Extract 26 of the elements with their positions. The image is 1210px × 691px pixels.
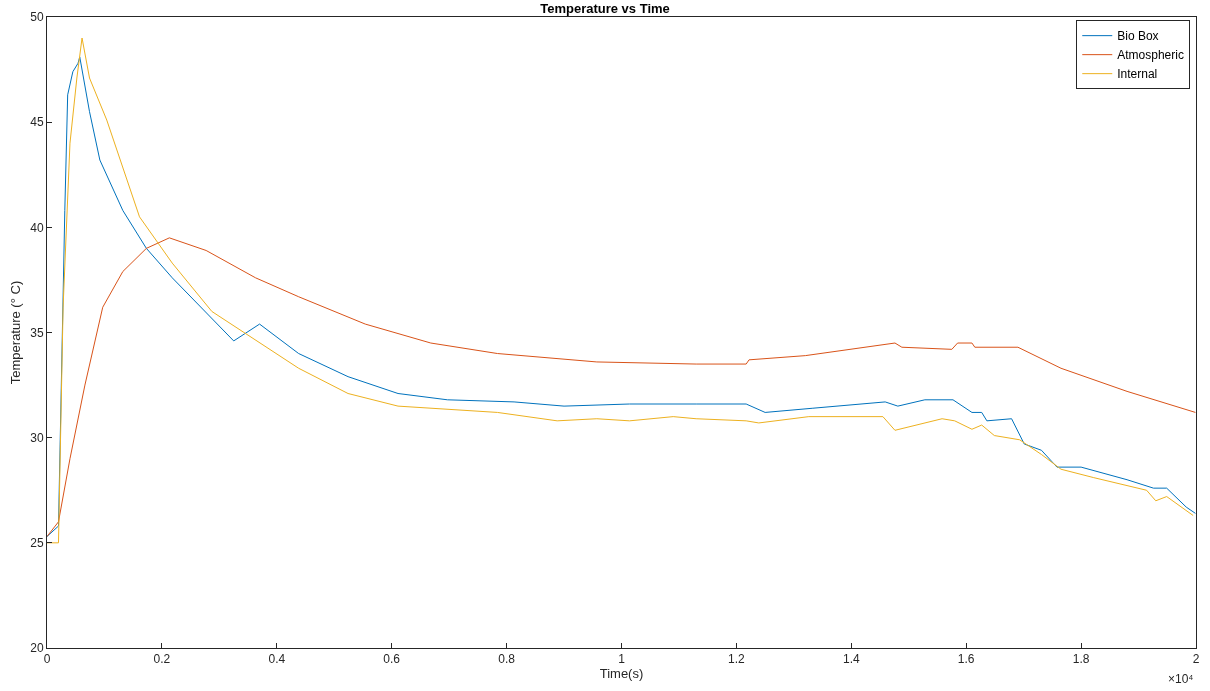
y-axis-title: Temperature (° C)	[8, 280, 24, 385]
x-tick-label: 0.4	[268, 652, 286, 667]
legend-label: Atmospheric	[1117, 48, 1184, 63]
x-tick-label: 0	[43, 652, 51, 667]
y-tick-label: 50	[30, 10, 44, 25]
y-tick-label: 30	[30, 430, 44, 445]
chart-title: Temperature vs Time	[540, 0, 670, 16]
x-axis-title: Time(s)	[599, 666, 644, 682]
x-tick-label: 1.6	[957, 652, 975, 667]
x-tick-label: 1.2	[728, 652, 746, 667]
x-tick-label: 2	[1192, 652, 1200, 667]
y-tick-label: 25	[30, 536, 44, 551]
line-series	[47, 237, 1196, 538]
x-tick-label: 0.8	[498, 652, 516, 667]
x-tick-label: 1.4	[842, 652, 860, 667]
legend-label: Bio Box	[1117, 29, 1159, 44]
x-tick-label: 1.8	[1072, 652, 1090, 667]
y-tick-label: 45	[30, 115, 44, 130]
y-tick-label: 40	[30, 220, 44, 235]
x-tick-label: 1	[618, 652, 626, 667]
legend-label: Internal	[1117, 67, 1158, 82]
x-tick-label: 0.2	[153, 652, 171, 667]
x-tick-label: 0.6	[383, 652, 401, 667]
y-tick-label: 20	[30, 641, 44, 656]
y-tick-label: 35	[30, 325, 44, 340]
text: ×10⁴	[1168, 672, 1194, 686]
